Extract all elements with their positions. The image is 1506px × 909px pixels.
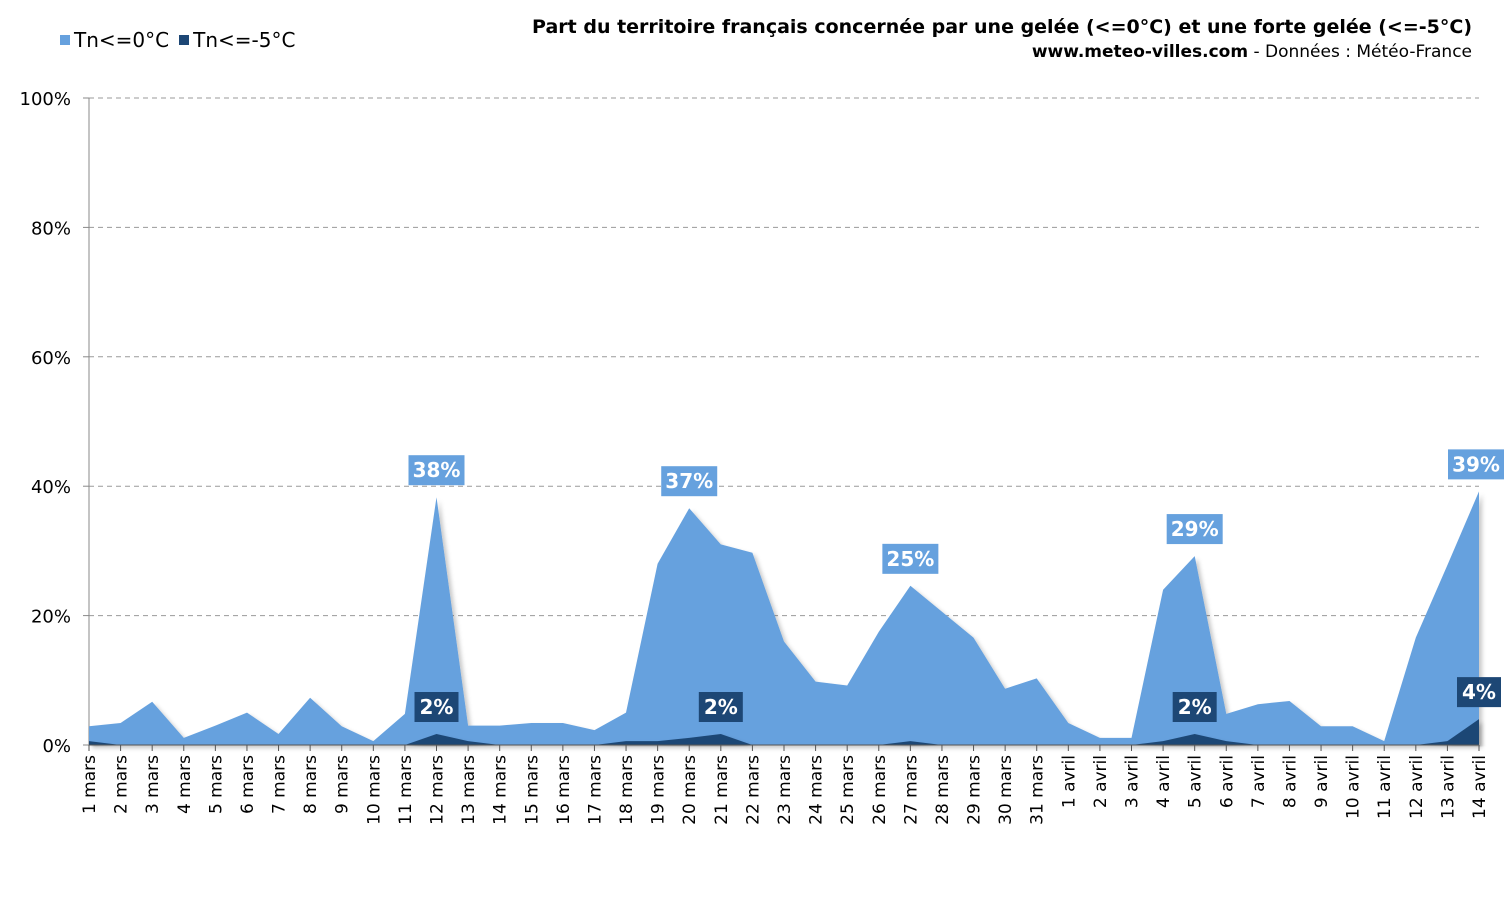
x-tick-label: 27 mars: [901, 755, 921, 825]
x-tick-label: 26 mars: [870, 755, 890, 825]
x-tick-label: 23 mars: [775, 755, 795, 825]
data-label-box: [408, 455, 465, 486]
x-tick-label: 1 avril: [1059, 755, 1079, 808]
x-tick-label: 12 avril: [1407, 755, 1427, 819]
y-tick-label: 80%: [31, 218, 71, 239]
data-label-text: 29%: [1171, 517, 1219, 541]
plot-areas: [89, 491, 1479, 745]
x-tick-label: 15 mars: [522, 755, 542, 825]
data-label: 39%: [1448, 449, 1504, 480]
x-tick-label: 5 mars: [206, 755, 226, 814]
data-label: 2%: [414, 692, 459, 723]
x-tick-label: 7 avril: [1249, 755, 1269, 808]
x-tick-label: 14 mars: [491, 755, 511, 825]
x-tick-label: 17 mars: [585, 755, 605, 825]
x-tick-label: 10 mars: [364, 755, 384, 825]
data-label: 2%: [1172, 692, 1217, 723]
x-tick-label: 20 mars: [680, 755, 700, 825]
x-tick-label: 10 avril: [1344, 755, 1364, 819]
y-tick-label: 60%: [31, 348, 71, 369]
legend-item-frost: Tn<=0°C: [60, 28, 169, 52]
data-label-text: 4%: [1462, 680, 1496, 704]
x-tick-label: 12 mars: [428, 755, 448, 825]
x-tick-label: 21 mars: [712, 755, 732, 825]
y-tick-label: 0%: [42, 736, 71, 757]
chart-title: Part du territoire français concernée pa…: [532, 16, 1472, 38]
x-tick-label: 22 mars: [743, 755, 763, 825]
legend: Tn<=0°C Tn<=-5°C: [60, 28, 297, 52]
data-label: 37%: [661, 466, 718, 497]
title-block: Part du territoire français concernée pa…: [532, 14, 1472, 64]
data-label-box: [882, 543, 939, 574]
x-tick-label: 4 avril: [1154, 755, 1174, 808]
source-site: www.meteo-villes.com: [1031, 42, 1249, 62]
data-label-text: 37%: [665, 469, 713, 493]
x-tick-label: 3 mars: [143, 755, 163, 814]
y-axis: 0% 20% 40% 60% 80% 100%: [20, 89, 90, 757]
x-axis: 1 mars 2 mars 3 mars 4 mars 5 mars 6 mars 7 ma…: [80, 744, 1490, 825]
x-tick-label: 19 mars: [649, 755, 669, 825]
data-label-text: 2%: [1178, 695, 1212, 719]
x-tick-label: 16 mars: [554, 755, 574, 825]
legend-swatch-frost: [60, 35, 70, 45]
data-label: 25%: [882, 543, 939, 574]
y-tick-label: 40%: [31, 477, 71, 498]
data-label: 2%: [698, 692, 743, 723]
y-tick-label: 100%: [20, 89, 71, 110]
data-label-text: 39%: [1452, 452, 1500, 476]
data-label: 29%: [1166, 514, 1223, 545]
legend-swatch-strong-frost: [179, 35, 190, 45]
x-tick-label: 28 mars: [933, 755, 953, 825]
data-label-box: [661, 466, 718, 497]
data-label-box: [414, 692, 459, 723]
legend-label-frost: Tn<=0°C: [74, 28, 170, 52]
data-label: 38%: [408, 455, 465, 486]
data-label: 4%: [1457, 677, 1501, 708]
legend-label-strong-frost: Tn<=-5°C: [193, 28, 296, 52]
x-tick-label: 2 avril: [1091, 755, 1111, 808]
x-tick-label: 30 mars: [996, 755, 1016, 825]
x-tick-label: 5 avril: [1186, 755, 1206, 808]
x-tick-label: 25 mars: [838, 755, 858, 825]
x-tick-label: 8 avril: [1280, 755, 1300, 808]
x-tick-label: 1 mars: [80, 755, 100, 814]
x-tick-label: 4 mars: [175, 755, 195, 814]
x-tick-label: 29 mars: [965, 755, 985, 825]
x-tick-label: 2 mars: [112, 755, 132, 814]
data-label-text: 38%: [413, 458, 461, 482]
x-tick-label: 11 avril: [1375, 755, 1395, 819]
data-label-text: 2%: [704, 695, 738, 719]
x-tick-label: 9 mars: [333, 755, 353, 814]
x-tick-label: 24 mars: [807, 755, 827, 825]
data-labels: 38% 37% 25% 29% 39% 2% 2% 2% 4%: [408, 449, 1504, 723]
x-tick-label: 13 mars: [459, 755, 479, 825]
data-label-box: [1172, 692, 1217, 723]
x-tick-label: 11 mars: [396, 755, 416, 825]
gridlines: [89, 97, 1479, 617]
x-tick-label: 3 avril: [1123, 755, 1143, 808]
source-credit: - Données : Météo-France: [1248, 42, 1472, 62]
legend-item-strong-frost: Tn<=-5°C: [179, 28, 295, 52]
x-tick-label: 31 mars: [1028, 755, 1048, 825]
x-tick-label: 6 mars: [238, 755, 258, 814]
data-label-box: [698, 692, 743, 723]
data-label-text: 2%: [420, 695, 454, 719]
data-label-box: [1166, 514, 1223, 545]
y-tick-label: 20%: [31, 607, 71, 628]
series-area-frost: [89, 491, 1479, 745]
x-tick-label: 18 mars: [617, 755, 637, 825]
x-tick-label: 7 mars: [270, 755, 290, 814]
x-tick-label: 9 avril: [1312, 755, 1332, 808]
series-area-strong-frost: [89, 719, 1479, 745]
data-label-box: [1448, 449, 1504, 480]
x-tick-label: 6 avril: [1217, 755, 1237, 808]
x-tick-label: 14 avril: [1470, 755, 1490, 819]
x-tick-label: 8 mars: [301, 755, 321, 814]
chart-subtitle: www.meteo-villes.com - Données : Météo-F…: [532, 40, 1472, 64]
data-label-box: [1457, 677, 1501, 708]
x-tick-label: 13 avril: [1438, 755, 1458, 819]
data-label-text: 25%: [886, 547, 934, 571]
